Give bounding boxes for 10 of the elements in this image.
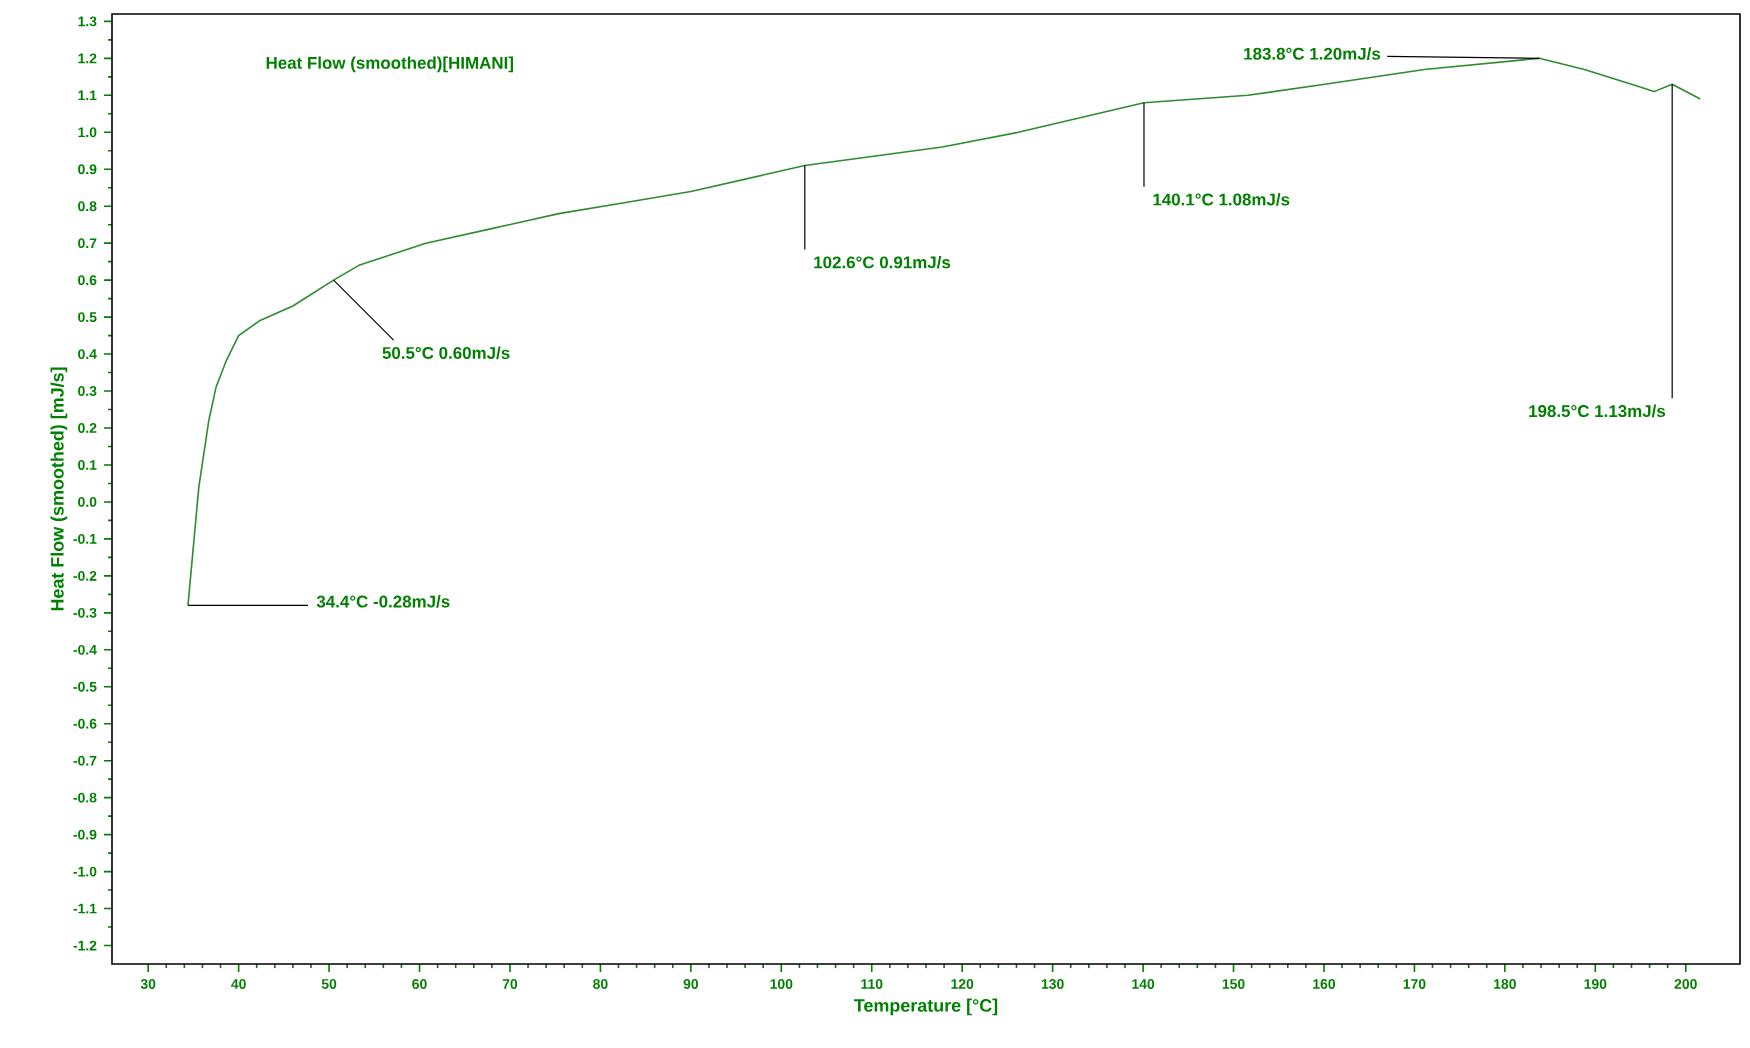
text: Heat Flow (smoothed)[HIMANI] [266, 56, 513, 73]
annotation: 198.5°C 1.13mJ/s [1529, 404, 1666, 418]
y-axis-title: Heat Flow (smoothed) [mJ/s] [50, 367, 68, 611]
annotation: 34.4°C -0.28mJ/s [316, 595, 450, 608]
annotation: 183.8°C 1.20mJ/s [1244, 47, 1381, 60]
x-axis-title: Temperature [°C] [854, 998, 998, 1016]
annotation: 102.6°C 0.91mJ/s [814, 255, 951, 269]
line-series [187, 57, 1702, 607]
annotation: 140.1°C 1.08mJ/s [1153, 193, 1290, 206]
annotation: 50.5°C 0.60mJ/s [382, 346, 510, 360]
